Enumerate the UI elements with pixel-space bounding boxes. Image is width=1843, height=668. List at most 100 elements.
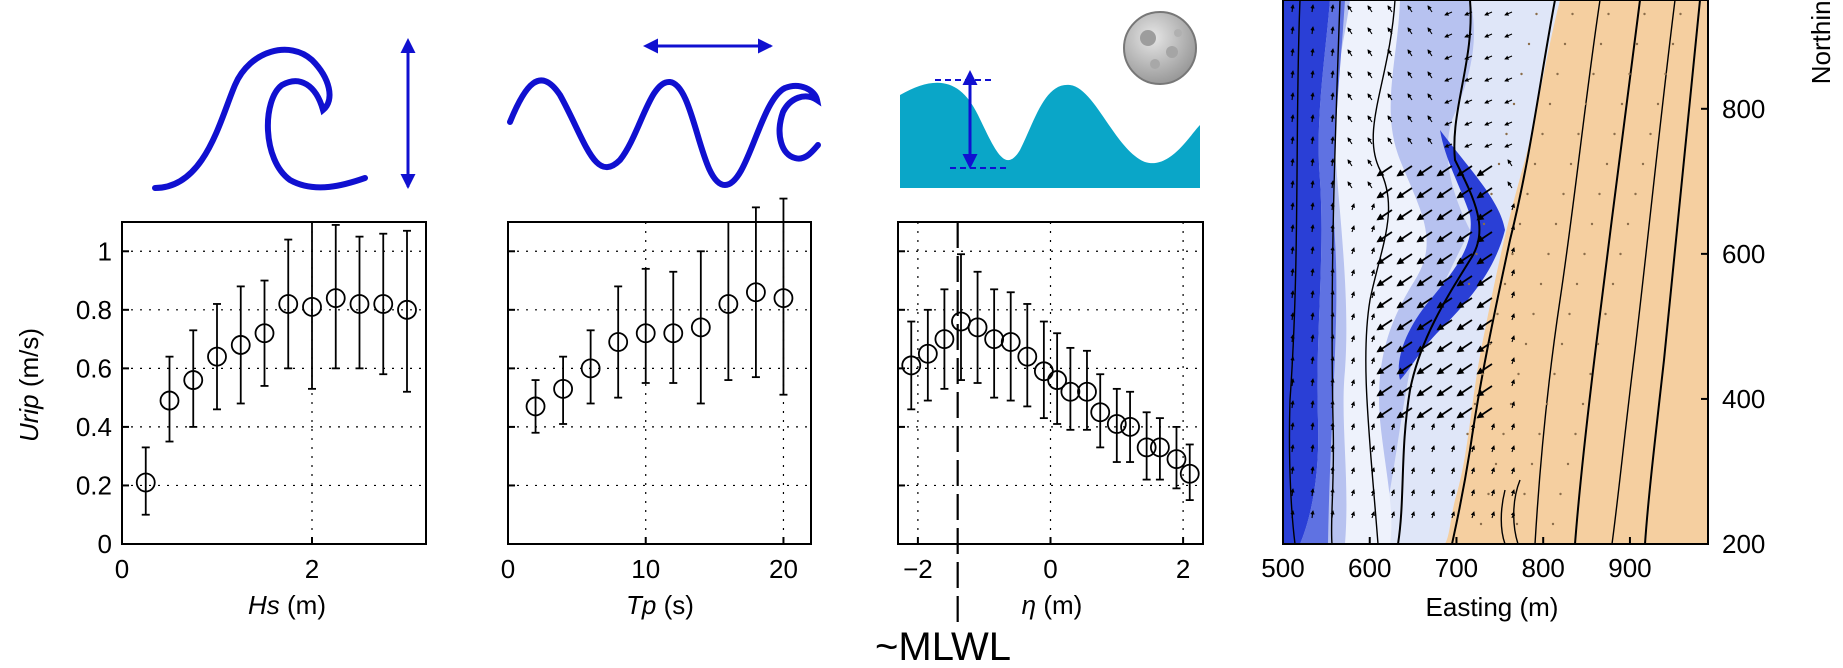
flow-vector [1310, 224, 1315, 233]
hs-points [135, 221, 417, 516]
tp-xtick-label: 10 [631, 554, 660, 584]
flow-vector [1350, 445, 1355, 453]
flow-vector [1416, 297, 1433, 309]
sand-dot [1475, 252, 1478, 256]
flow-vector [1387, 115, 1393, 123]
flow-vector [1367, 93, 1373, 101]
flow-vector [1370, 489, 1375, 497]
map-flow-vectors [1290, 4, 1515, 519]
hs-marker [325, 288, 346, 309]
tp-point [718, 221, 739, 381]
sand-dot [1577, 132, 1580, 136]
hs-point [397, 229, 417, 393]
flow-vector [1396, 297, 1413, 309]
flow-vector [1450, 445, 1455, 453]
eta-marker [967, 317, 988, 338]
hs-marker [302, 296, 322, 317]
hs-marker [183, 370, 204, 390]
flow-vector [1310, 180, 1315, 189]
flow-vector [1350, 291, 1355, 299]
flow-vector [1456, 187, 1473, 199]
flow-vector [1310, 4, 1315, 13]
map-channel-light [1334, 0, 1427, 544]
flow-vector [1330, 268, 1335, 277]
flow-vector [1416, 363, 1433, 375]
sand-dot [1497, 162, 1501, 166]
flow-vector [1396, 275, 1413, 287]
flow-vector [1310, 158, 1315, 167]
flow-vector [1410, 511, 1415, 519]
flow-vector [1416, 187, 1433, 199]
flow-vector [1370, 445, 1375, 453]
hs-point [183, 329, 204, 428]
eta-point [1047, 332, 1068, 425]
flow-vector [1430, 511, 1435, 519]
flow-vector [1427, 27, 1433, 35]
flow-vector [1484, 33, 1493, 38]
flow-vector [1370, 225, 1375, 233]
flow-vector [1370, 335, 1375, 343]
urip-ytick-label: 0.4 [76, 412, 112, 442]
flow-vector [1407, 93, 1413, 101]
flow-vector [1310, 114, 1315, 123]
tp-point [580, 329, 601, 405]
flow-vector [1436, 231, 1453, 243]
flow-vector [1370, 467, 1375, 475]
sand-dot [1626, 222, 1630, 226]
eta-marker [1150, 437, 1170, 458]
hs-xtick-label: 2 [305, 554, 319, 584]
flow-vector [1407, 49, 1413, 57]
flow-vector [1290, 334, 1295, 343]
hs-marker [254, 323, 275, 344]
flow-vector [1370, 357, 1375, 365]
flow-vector [1330, 180, 1335, 189]
flow-vector [1290, 114, 1295, 123]
flow-vector [1387, 137, 1393, 145]
eta-marker [1000, 332, 1021, 352]
flow-vector [1290, 4, 1295, 13]
flow-vector [1310, 290, 1315, 299]
flow-vector [1436, 165, 1453, 177]
flow-vector [1510, 335, 1515, 343]
flow-vector [1436, 253, 1453, 265]
tp-panel: 0 10 20 Tp (s) [501, 197, 812, 620]
flow-vector [1396, 385, 1413, 397]
tp-ticks: 0 10 20 [501, 221, 812, 584]
flow-vector [1310, 312, 1315, 321]
tp-point [663, 270, 684, 384]
sand-dot [1551, 522, 1555, 526]
eta-marker [1077, 381, 1097, 402]
flow-vector [1290, 180, 1295, 189]
map-ytick-label: 600 [1722, 239, 1765, 269]
flow-vector [1484, 77, 1493, 82]
flow-vector [1396, 407, 1413, 419]
sand-dot [1503, 282, 1507, 286]
flow-vector [1476, 275, 1493, 287]
flow-vector [1347, 71, 1353, 79]
flow-vector [1290, 70, 1295, 79]
tp-point [525, 379, 546, 434]
flow-vector [1367, 49, 1373, 57]
tide-moon-icon [900, 11, 1200, 188]
tp-grid [508, 222, 811, 544]
eta-marker [1047, 370, 1068, 390]
flow-vector [1444, 143, 1453, 148]
eta-points [901, 222, 1200, 625]
sand-dot [1482, 222, 1486, 226]
sand-dot [1541, 132, 1544, 136]
flow-vector [1290, 312, 1295, 321]
flow-vector [1416, 341, 1433, 353]
map-xtick-label: 600 [1348, 553, 1391, 583]
flow-vector [1290, 356, 1295, 365]
flow-vector [1427, 5, 1433, 13]
flow-vector [1430, 423, 1435, 431]
sand-dot [1605, 162, 1609, 166]
flow-vector [1370, 291, 1375, 299]
flow-vector [1290, 290, 1295, 299]
urip-ytick-label: 0 [98, 529, 112, 559]
flow-vector [1367, 71, 1373, 79]
flow-vector [1484, 121, 1493, 126]
flow-vector [1310, 26, 1315, 35]
sand-dot [1584, 102, 1588, 106]
